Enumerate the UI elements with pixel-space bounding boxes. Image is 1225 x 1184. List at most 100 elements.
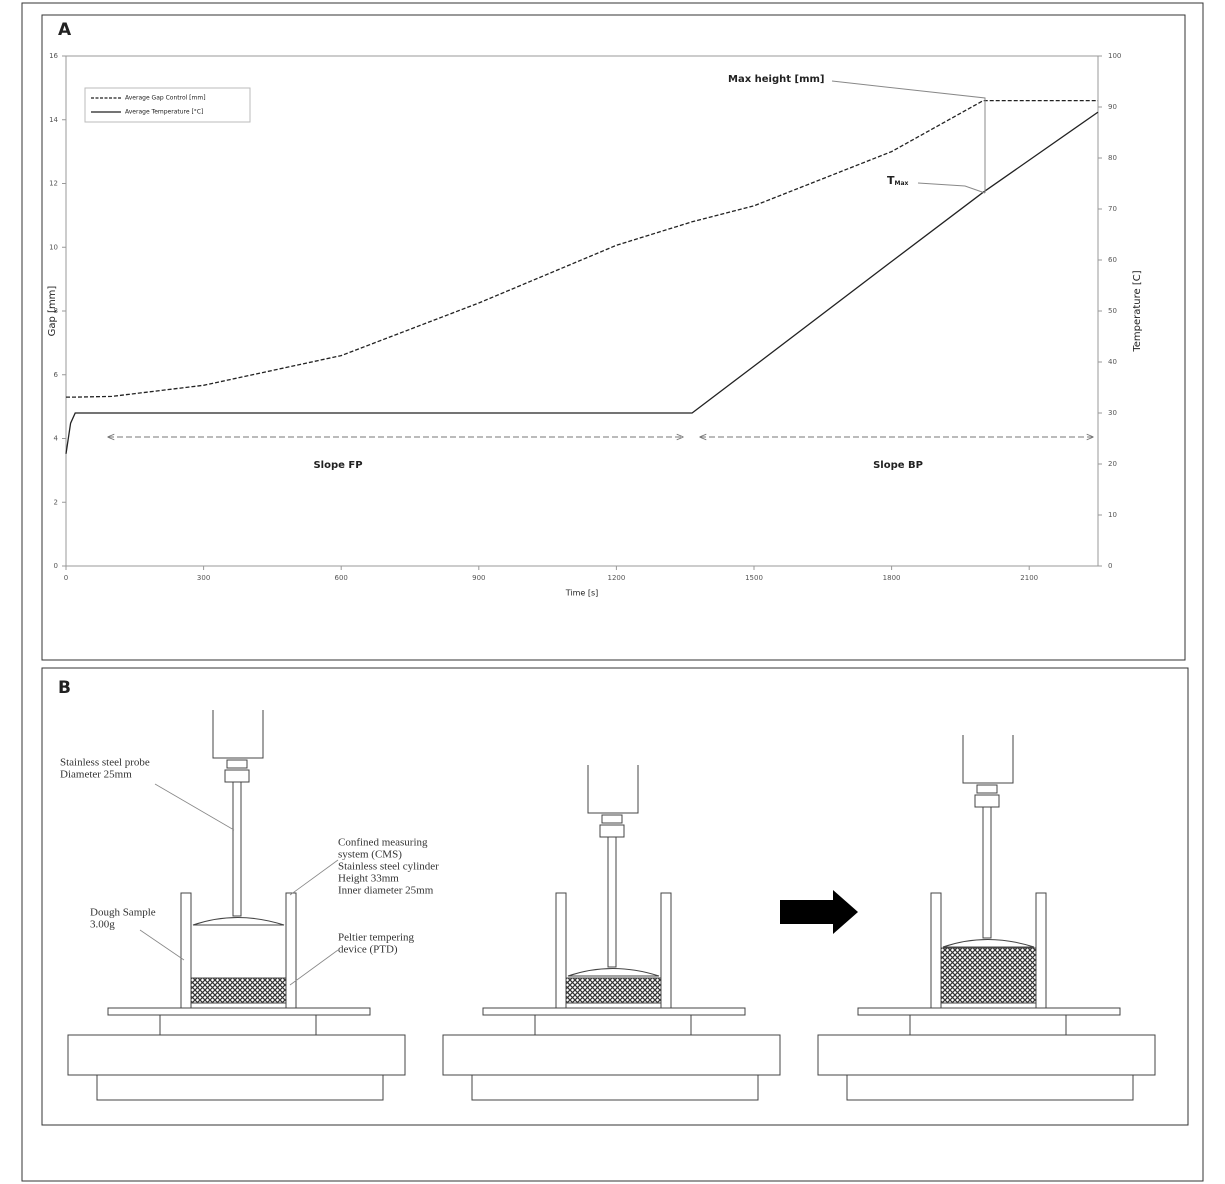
y2-tick-label: 60 <box>1108 256 1117 264</box>
x-tick-label: 900 <box>472 574 485 582</box>
cms-label: Inner diameter 25mm <box>338 885 434 897</box>
probe-rod <box>982 806 992 939</box>
panel-label: A <box>58 20 72 40</box>
dough <box>565 977 662 1004</box>
probe-label: Diameter 25mm <box>60 769 132 781</box>
peltier-label: device (PTD) <box>338 944 398 956</box>
y-tick-label: 8 <box>54 307 58 315</box>
y2-tick-label: 40 <box>1108 358 1117 366</box>
y-tick-label: 16 <box>49 52 58 60</box>
annotation: Slope FP <box>313 460 362 471</box>
probe-disc <box>976 784 998 794</box>
probe-disc <box>599 824 625 838</box>
y2-tick-label: 50 <box>1108 307 1117 315</box>
cylinder-wall <box>285 892 297 1009</box>
y2-tick-label: 70 <box>1108 205 1117 213</box>
chart: 0 2 4 6 8 10 12 14 16 0 10 20 30 40 50 60 70 80 90 100 0 300 6… <box>47 52 1143 598</box>
plate-block <box>159 1014 317 1036</box>
outer-frame <box>21 2 1204 1182</box>
probe-housing <box>212 710 264 759</box>
leader-line <box>139 929 185 961</box>
base-lower <box>846 1074 1134 1101</box>
y2-tick-label: 100 <box>1108 52 1121 60</box>
dough-label: Dough Sample <box>90 907 156 919</box>
y2-tick-label: 20 <box>1108 460 1117 468</box>
peltier-label: Peltier tempering <box>338 932 415 944</box>
cylinder-wall <box>660 892 672 1009</box>
plate <box>107 1007 371 1016</box>
plate-block <box>909 1014 1067 1036</box>
leader-line <box>831 80 986 193</box>
leader-line <box>917 182 986 194</box>
base-lower <box>471 1074 759 1101</box>
panel-b-frame <box>41 667 1189 1126</box>
y-tick-label: 0 <box>54 562 58 570</box>
probe-housing <box>962 735 1014 784</box>
cms-label: Confined measuring <box>338 837 428 849</box>
annotation: Slope BP <box>873 460 923 471</box>
leader-line <box>154 783 235 831</box>
dough <box>190 977 287 1004</box>
x-tick-label: 1800 <box>883 574 901 582</box>
plate <box>857 1007 1121 1016</box>
probe-rod <box>232 781 242 917</box>
leader-line <box>289 859 339 896</box>
y-axis-label: Gap [mm] <box>47 286 58 337</box>
x-tick-label: 300 <box>197 574 210 582</box>
legend-box <box>84 87 251 123</box>
probe-disc <box>601 814 623 824</box>
plate <box>482 1007 746 1016</box>
plate-block <box>534 1014 692 1036</box>
probe-disc <box>224 769 250 783</box>
series-line <box>65 111 1099 454</box>
y2-tick-label: 90 <box>1108 103 1117 111</box>
dough <box>940 947 1037 1004</box>
probe-disc <box>226 759 248 769</box>
annotation-main: T <box>887 174 895 187</box>
y2-tick-label: 10 <box>1108 511 1117 519</box>
x-tick-label: 1200 <box>607 574 625 582</box>
leader-line <box>289 949 339 986</box>
legend-label: Average Temperature [°C] <box>125 109 203 116</box>
dough-label: 3.00g <box>90 919 115 931</box>
process-arrow <box>780 890 858 934</box>
series-line <box>66 99 1098 398</box>
annotation: Max height [mm] <box>728 74 824 85</box>
y2-tick-label: 0 <box>1108 562 1112 570</box>
base-upper <box>442 1034 781 1076</box>
y2-tick-label: 80 <box>1108 154 1117 162</box>
x-tick-label: 0 <box>64 574 68 582</box>
cylinder-wall <box>1035 892 1047 1009</box>
plot-frame <box>65 55 1099 567</box>
y-tick-label: 10 <box>49 243 58 251</box>
y2-axis-label: Temperature [C] <box>1132 270 1143 352</box>
probe-disc <box>974 794 1000 808</box>
cms-label: Height 33mm <box>338 873 399 885</box>
y-tick-label: 14 <box>49 116 58 124</box>
cms-label: system (CMS) <box>338 849 402 861</box>
probe-tip <box>942 939 1035 948</box>
cylinder-wall <box>180 892 192 1009</box>
panel-a-frame <box>41 14 1186 661</box>
y-tick-label: 12 <box>49 180 58 188</box>
probe-rod <box>607 836 617 968</box>
x-tick-label: 2100 <box>1020 574 1038 582</box>
annotation: TMax <box>887 174 909 187</box>
probe-tip <box>567 968 660 977</box>
y-tick-label: 6 <box>54 371 59 379</box>
x-tick-label: 1500 <box>745 574 763 582</box>
cylinder-wall <box>930 892 942 1009</box>
legend-label: Average Gap Control [mm] <box>125 95 206 102</box>
panel-label: B <box>58 678 71 698</box>
y-tick-label: 2 <box>54 498 58 506</box>
y2-tick-label: 30 <box>1108 409 1117 417</box>
base-upper <box>67 1034 406 1076</box>
x-tick-label: 600 <box>335 574 348 582</box>
cylinder-wall <box>555 892 567 1009</box>
probe-tip <box>192 917 285 926</box>
base-lower <box>96 1074 384 1101</box>
x-axis-label: Time [s] <box>565 589 599 598</box>
probe-housing <box>587 765 639 814</box>
